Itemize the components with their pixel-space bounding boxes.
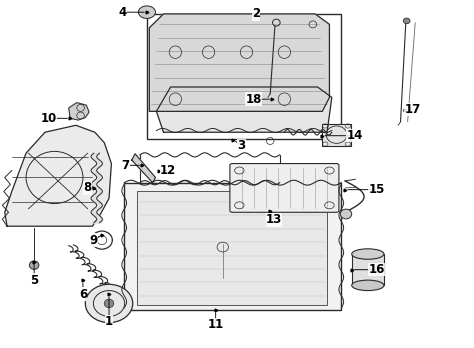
Text: 3: 3 [237,139,246,152]
Text: 14: 14 [346,129,363,142]
Ellipse shape [29,261,39,269]
FancyBboxPatch shape [230,164,339,212]
Text: 9: 9 [90,234,98,247]
Text: 5: 5 [30,274,38,287]
Ellipse shape [352,249,384,259]
Text: 17: 17 [404,103,420,116]
Polygon shape [69,103,89,120]
Text: 4: 4 [118,6,127,19]
Bar [137,191,327,304]
Text: 7: 7 [121,159,130,172]
Ellipse shape [138,6,155,18]
Text: 15: 15 [369,183,385,196]
Text: 8: 8 [83,181,92,195]
Text: 13: 13 [266,213,282,227]
Ellipse shape [403,18,410,24]
Text: 10: 10 [41,112,57,125]
Text: 11: 11 [208,318,224,331]
Bar [352,254,384,285]
Ellipse shape [352,280,384,291]
Bar [147,14,341,139]
Text: 16: 16 [369,263,385,276]
Text: 18: 18 [246,93,262,106]
Ellipse shape [104,299,114,308]
Bar [124,183,341,310]
Polygon shape [149,14,329,111]
Text: 12: 12 [160,164,176,177]
Text: 6: 6 [79,287,87,301]
Bar [322,124,351,146]
Text: 2: 2 [252,7,260,21]
Polygon shape [5,125,111,226]
Ellipse shape [340,209,352,219]
Polygon shape [156,87,332,132]
Text: 1: 1 [105,315,113,329]
Polygon shape [132,154,155,183]
Ellipse shape [85,284,133,323]
